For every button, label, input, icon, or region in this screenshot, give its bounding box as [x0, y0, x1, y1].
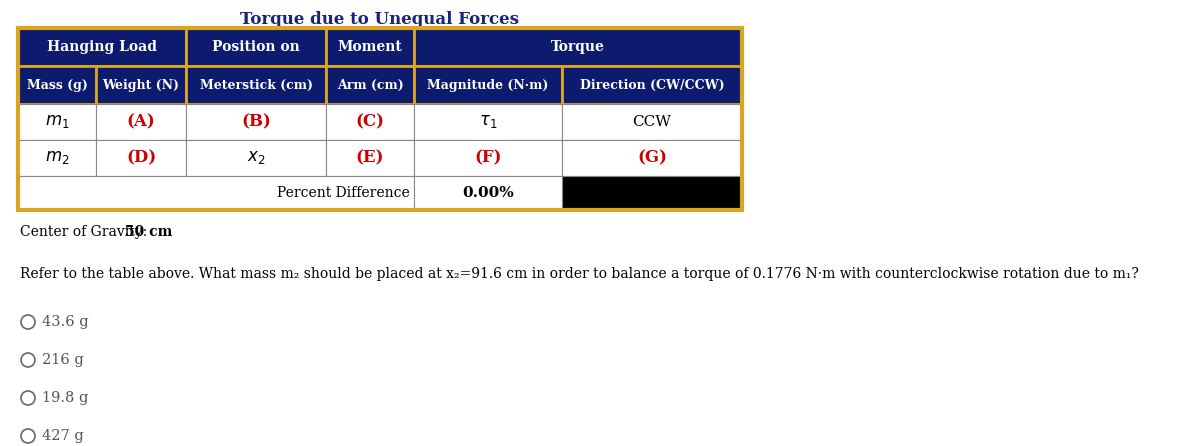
Text: $x_2$: $x_2$ [247, 149, 265, 166]
Bar [186, 66, 326, 104]
Text: Percent Difference: Percent Difference [277, 186, 410, 200]
Text: Arm (cm): Arm (cm) [337, 78, 403, 91]
Bar [96, 66, 186, 104]
Text: $m_1$: $m_1$ [44, 113, 70, 131]
Text: Moment: Moment [337, 40, 402, 54]
Bar [414, 176, 562, 210]
Text: (G): (G) [637, 149, 667, 166]
Bar [326, 66, 414, 104]
Text: Position on: Position on [212, 40, 300, 54]
Bar [186, 104, 326, 140]
Text: Magnitude (N·m): Magnitude (N·m) [427, 78, 548, 91]
Bar [562, 66, 742, 104]
Bar [96, 140, 186, 176]
Bar [186, 28, 326, 66]
Bar [562, 104, 742, 140]
Text: 0.00%: 0.00% [462, 186, 514, 200]
Bar [326, 28, 414, 66]
Bar [562, 176, 742, 210]
Bar [186, 140, 326, 176]
Bar [18, 66, 96, 104]
Text: CCW: CCW [632, 115, 672, 129]
Bar [326, 140, 414, 176]
Text: (A): (A) [127, 113, 155, 131]
Text: (D): (D) [126, 149, 156, 166]
Text: (F): (F) [474, 149, 502, 166]
Text: 50 cm: 50 cm [125, 225, 173, 239]
Text: Meterstick (cm): Meterstick (cm) [199, 78, 312, 91]
Text: 216 g: 216 g [42, 353, 84, 367]
Bar [18, 28, 186, 66]
Text: Refer to the table above. What mass m₂ should be placed at x₂=91.6 cm in order t: Refer to the table above. What mass m₂ s… [20, 267, 1139, 281]
Text: (B): (B) [241, 113, 271, 131]
Bar [18, 140, 96, 176]
Bar [96, 104, 186, 140]
Bar [18, 104, 96, 140]
Text: (C): (C) [355, 113, 384, 131]
Bar [562, 140, 742, 176]
Bar [326, 104, 414, 140]
Bar [18, 28, 742, 210]
Bar [414, 140, 562, 176]
Text: 19.8 g: 19.8 g [42, 391, 89, 405]
Bar [414, 66, 562, 104]
Text: Direction (CW/CCW): Direction (CW/CCW) [580, 78, 725, 91]
Text: $\tau_1$: $\tau_1$ [479, 113, 497, 131]
Bar [414, 104, 562, 140]
Text: $m_2$: $m_2$ [44, 149, 70, 166]
Text: Mass (g): Mass (g) [26, 78, 88, 91]
Text: Weight (N): Weight (N) [102, 78, 180, 91]
Bar [414, 28, 742, 66]
Text: 427 g: 427 g [42, 429, 84, 443]
Text: (E): (E) [355, 149, 384, 166]
Bar [18, 176, 414, 210]
Text: 43.6 g: 43.6 g [42, 315, 89, 329]
Text: Hanging Load: Hanging Load [47, 40, 157, 54]
Text: Torque due to Unequal Forces: Torque due to Unequal Forces [240, 12, 520, 29]
Text: Center of Gravity:: Center of Gravity: [20, 225, 151, 239]
Text: Torque: Torque [551, 40, 605, 54]
